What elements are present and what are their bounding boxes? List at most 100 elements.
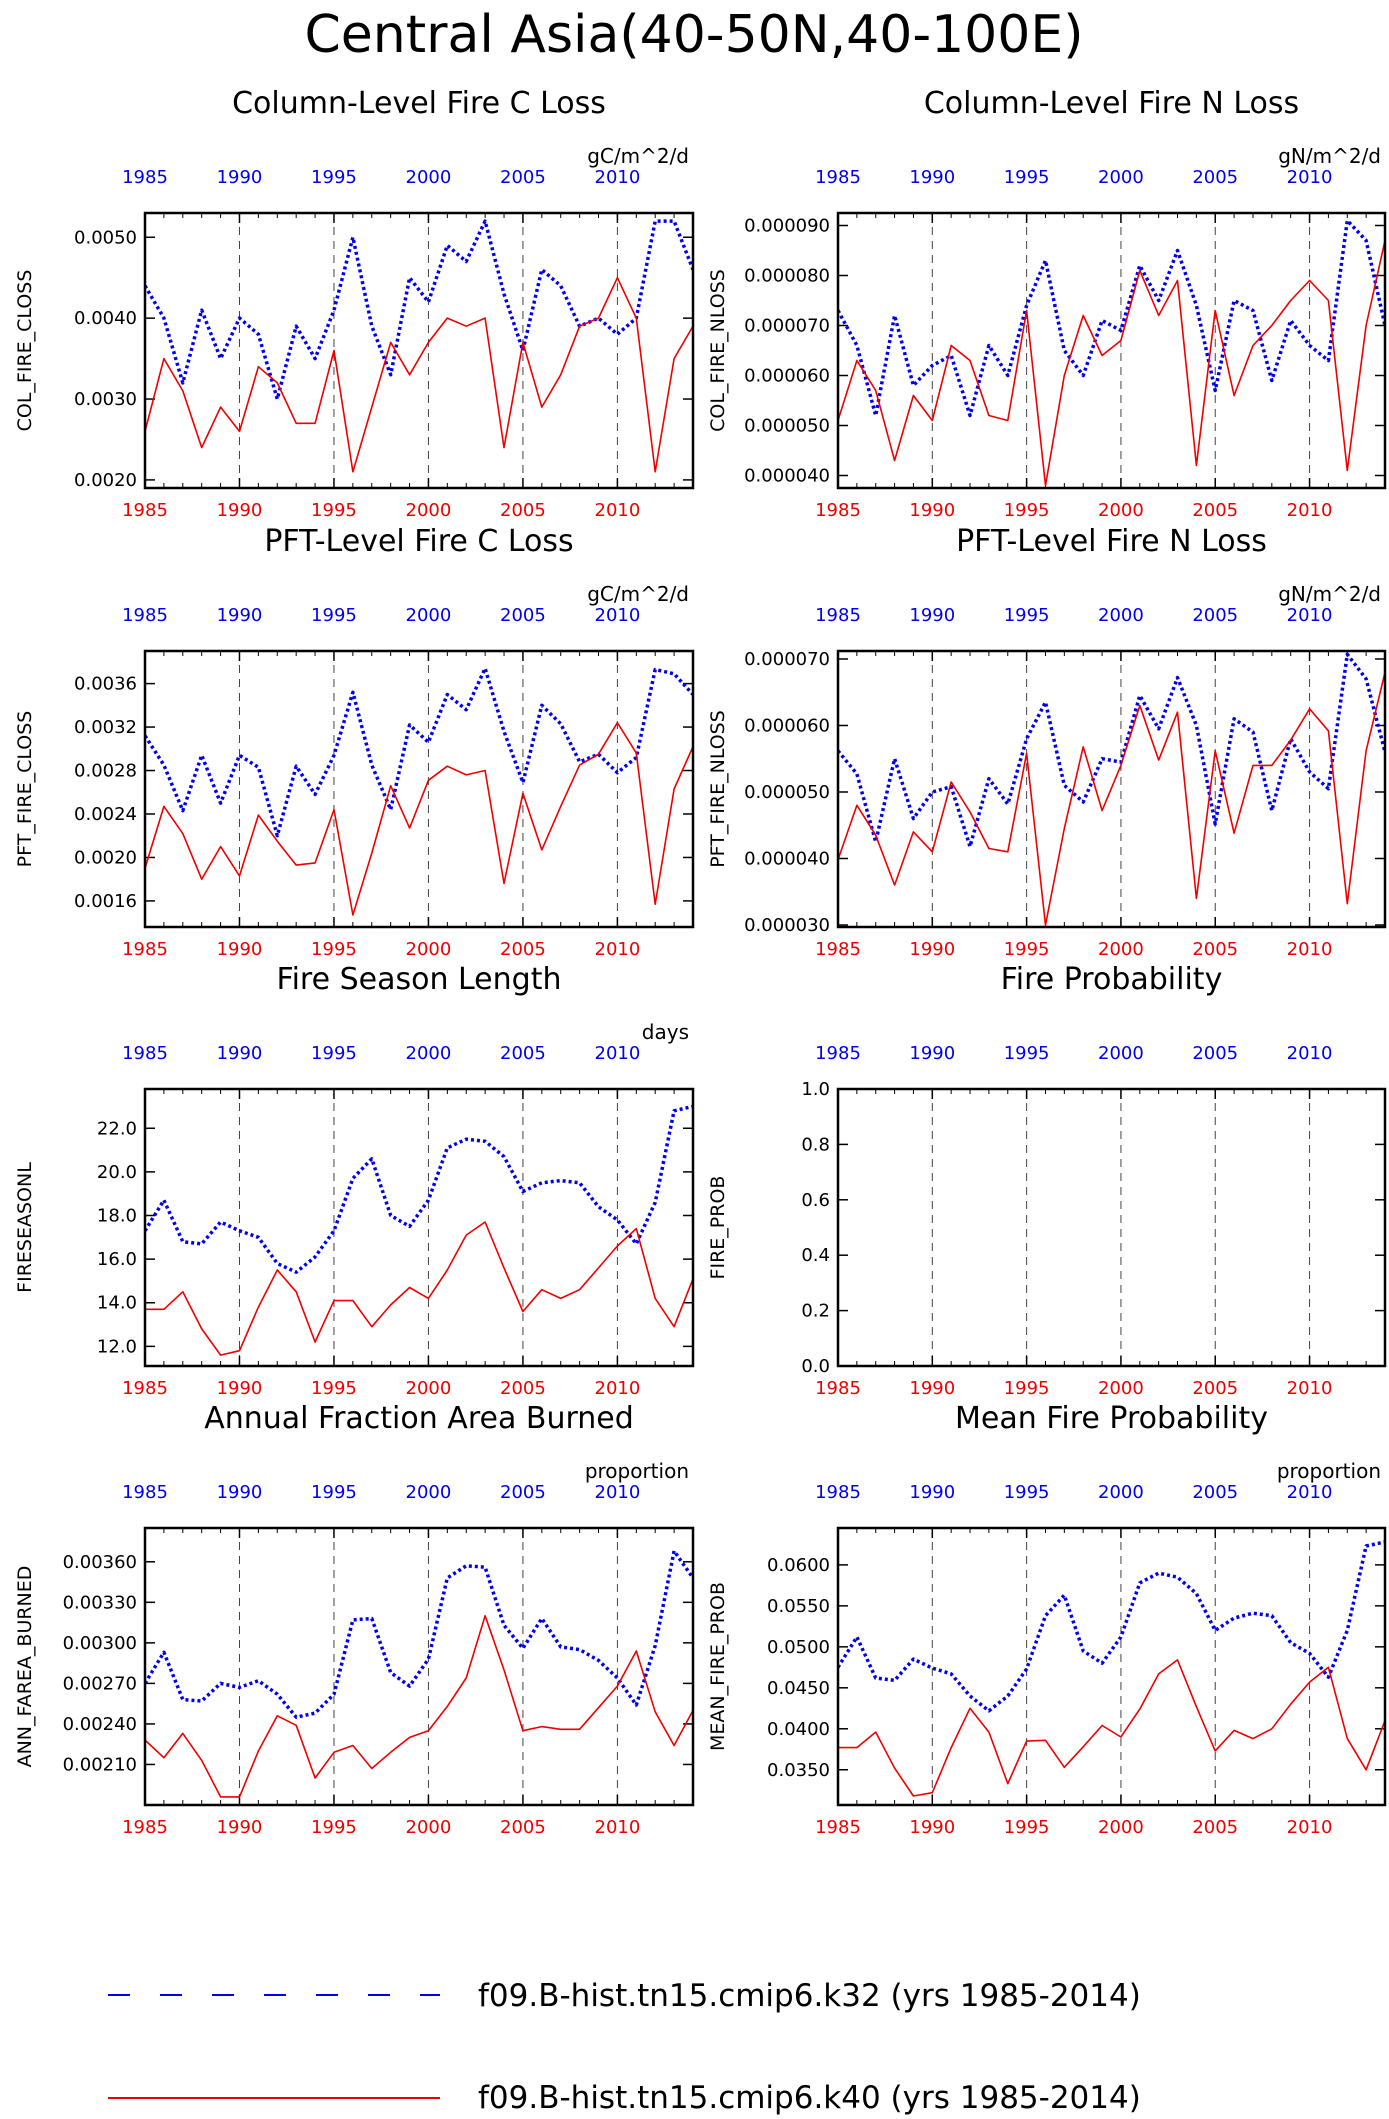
ytick-label-5: 0.0036 — [74, 674, 137, 695]
panel-title-pft-level-fire-c-loss: PFT-Level Fire C Loss — [264, 524, 573, 559]
ytick-label-5: 22.0 — [97, 1118, 137, 1139]
plot-frame-mean-fire-probability — [836, 1526, 1387, 1807]
ytick-label-5: 1.0 — [801, 1079, 830, 1100]
xtick-bottom-label-2010: 2010 — [595, 939, 641, 960]
xtick-bottom-label-2000: 2000 — [1098, 500, 1144, 521]
xtick-top-label-1990: 1990 — [909, 1043, 955, 1064]
xtick-bottom-label-1985: 1985 — [815, 939, 861, 960]
xtick-top-label-2000: 2000 — [1098, 1043, 1144, 1064]
xtick-bottom-label-1990: 1990 — [909, 1378, 955, 1399]
ytick-label-3: 0.0050 — [74, 227, 137, 248]
xtick-top-label-2005: 2005 — [1192, 1482, 1238, 1503]
ytick-label-5: 0.000090 — [744, 216, 830, 237]
ytick-label-1: 0.00240 — [63, 1714, 137, 1735]
ytick-label-3: 0.0500 — [767, 1637, 830, 1658]
xtick-bottom-label-2005: 2005 — [500, 500, 546, 521]
xtick-bottom-label-2010: 2010 — [1287, 1378, 1333, 1399]
xtick-bottom-label-2000: 2000 — [1098, 1378, 1144, 1399]
xtick-top-label-1990: 1990 — [909, 1482, 955, 1503]
ytick-label-1: 0.000050 — [744, 416, 830, 437]
xtick-top-label-1995: 1995 — [311, 1043, 357, 1064]
units-label-pft-level-fire-n-loss: gN/m^2/d — [1278, 582, 1381, 606]
xtick-bottom-label-1990: 1990 — [217, 939, 263, 960]
xtick-bottom-label-1995: 1995 — [311, 939, 357, 960]
ytick-label-4: 0.0550 — [767, 1596, 830, 1617]
panel-fire-probability: Fire Probability 1985 1985 1990 1990 1995 1995… — [707, 962, 1387, 1399]
xtick-bottom-label-2010: 2010 — [1287, 1817, 1333, 1838]
xtick-top-label-2010: 2010 — [595, 1482, 641, 1503]
xtick-top-label-2010: 2010 — [595, 167, 641, 188]
xtick-top-label-1995: 1995 — [1004, 167, 1050, 188]
panel-title-fire-season-length: Fire Season Length — [277, 962, 562, 997]
panel-fire-season-length: Fire Season Length days 1985 1985 1990 1990 19… — [14, 962, 695, 1399]
series-line-k32-fire-season-length — [145, 1104, 693, 1274]
xtick-top-label-1990: 1990 — [909, 605, 955, 626]
ytick-label-0: 12.0 — [97, 1336, 137, 1357]
ytick-label-0: 0.0020 — [74, 470, 137, 491]
xtick-top-label-2005: 2005 — [500, 1043, 546, 1064]
units-label-column-level-fire-n-loss: gN/m^2/d — [1278, 144, 1381, 168]
xtick-top-label-2005: 2005 — [1192, 1043, 1238, 1064]
ylabel-column-level-fire-c-loss: COL_FIRE_CLOSS — [14, 270, 36, 432]
ylabel-mean-fire-probability: MEAN_FIRE_PROB — [707, 1582, 729, 1751]
ytick-label-4: 0.00330 — [63, 1592, 137, 1613]
xtick-top-label-2005: 2005 — [500, 167, 546, 188]
xtick-bottom-label-1990: 1990 — [217, 1378, 263, 1399]
units-label-mean-fire-probability: proportion — [1277, 1459, 1381, 1483]
xtick-bottom-label-1995: 1995 — [1004, 1817, 1050, 1838]
ytick-label-0: 0.000030 — [744, 915, 830, 936]
xtick-top-label-2005: 2005 — [1192, 605, 1238, 626]
ylabel-fire-season-length: FIRESEASONL — [14, 1162, 36, 1293]
xtick-bottom-label-1995: 1995 — [1004, 939, 1050, 960]
ytick-label-1: 14.0 — [97, 1293, 137, 1314]
ytick-label-5: 0.00360 — [63, 1552, 137, 1573]
plot-frame-fire-probability — [836, 1087, 1387, 1368]
ytick-label-4: 0.000070 — [744, 649, 830, 670]
panel-pft-level-fire-n-loss: PFT-Level Fire N Loss gN/m^2/d 1985 1985 199… — [707, 524, 1387, 960]
legend: f09.B-hist.tn15.cmip6.k32 (yrs 1985-2014… — [108, 1978, 1141, 2116]
xtick-bottom-label-1990: 1990 — [909, 1817, 955, 1838]
xtick-top-label-2010: 2010 — [1287, 1043, 1333, 1064]
xtick-bottom-label-1995: 1995 — [311, 1378, 357, 1399]
xtick-bottom-label-1985: 1985 — [122, 500, 168, 521]
ytick-label-4: 0.8 — [801, 1134, 830, 1155]
xtick-bottom-label-1990: 1990 — [217, 1817, 263, 1838]
xtick-bottom-label-2000: 2000 — [1098, 939, 1144, 960]
panel-title-fire-probability: Fire Probability — [1001, 962, 1223, 997]
xtick-top-label-2010: 2010 — [1287, 167, 1333, 188]
xtick-bottom-label-2000: 2000 — [406, 1378, 452, 1399]
ytick-label-4: 0.000080 — [744, 266, 830, 287]
xtick-bottom-label-1990: 1990 — [909, 500, 955, 521]
ytick-label-1: 0.2 — [801, 1301, 830, 1322]
units-label-pft-level-fire-c-loss: gC/m^2/d — [587, 582, 689, 606]
panel-title-annual-fraction-area-burned: Annual Fraction Area Burned — [204, 1401, 634, 1436]
xtick-top-label-2000: 2000 — [1098, 1482, 1144, 1503]
xtick-top-label-1990: 1990 — [217, 605, 263, 626]
series-line-k32-mean-fire-probability — [838, 1540, 1385, 1713]
xtick-bottom-label-2000: 2000 — [1098, 1817, 1144, 1838]
xtick-top-label-1985: 1985 — [815, 1482, 861, 1503]
xtick-bottom-label-2000: 2000 — [406, 939, 452, 960]
xtick-bottom-label-2005: 2005 — [1192, 1378, 1238, 1399]
panel-title-mean-fire-probability: Mean Fire Probability — [955, 1401, 1268, 1436]
figure-title: Central Asia(40-50N,40-100E) — [305, 5, 1084, 65]
xtick-bottom-label-2010: 2010 — [1287, 939, 1333, 960]
xtick-top-label-2000: 2000 — [406, 167, 452, 188]
units-label-column-level-fire-c-loss: gC/m^2/d — [587, 144, 689, 168]
ytick-label-2: 0.0450 — [767, 1678, 830, 1699]
ytick-label-0: 0.0350 — [767, 1760, 830, 1781]
xtick-top-label-2005: 2005 — [1192, 167, 1238, 188]
ytick-label-3: 0.000060 — [744, 715, 830, 736]
xtick-bottom-label-2005: 2005 — [1192, 500, 1238, 521]
xtick-bottom-label-1990: 1990 — [909, 939, 955, 960]
xtick-top-label-1990: 1990 — [217, 1043, 263, 1064]
xtick-top-label-2010: 2010 — [1287, 605, 1333, 626]
ytick-label-1: 0.0020 — [74, 847, 137, 868]
xtick-bottom-label-1985: 1985 — [122, 939, 168, 960]
xtick-top-label-1985: 1985 — [815, 605, 861, 626]
xtick-top-label-2000: 2000 — [406, 1482, 452, 1503]
xtick-bottom-label-2010: 2010 — [1287, 500, 1333, 521]
ytick-label-3: 18.0 — [97, 1206, 137, 1227]
ytick-label-2: 0.000050 — [744, 782, 830, 803]
